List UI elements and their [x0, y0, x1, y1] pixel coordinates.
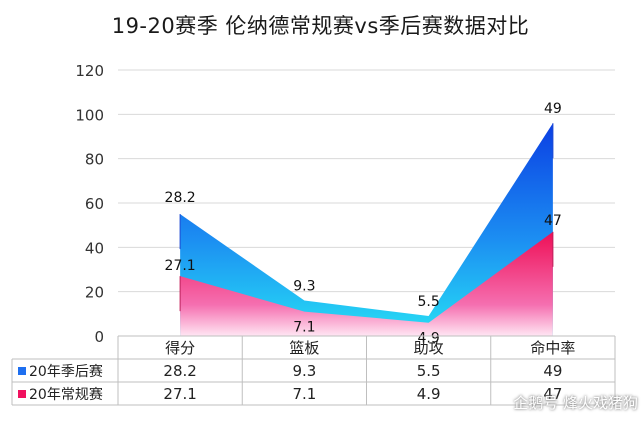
- y-tick-label: 100: [75, 106, 104, 124]
- table-cell-value: 5.5: [417, 362, 441, 380]
- y-tick-label: 40: [85, 239, 104, 257]
- data-labels: 28.2 9.3 5.5 49 27.1 7.1 4.9 47: [165, 101, 562, 347]
- y-tick-label: 80: [85, 151, 104, 169]
- legend-series-name: 20年常规赛: [29, 387, 103, 403]
- y-tick-label: 120: [75, 62, 104, 80]
- data-table: 得分 篮板 助攻 命中率 20年季后赛 28.2 9.3 5.5 49 20年常规赛 27.1 7.1…: [11, 335, 616, 406]
- data-label: 5.5: [417, 294, 439, 310]
- x-category-label: 篮板: [289, 339, 319, 357]
- table-cell-value: 9.3: [292, 362, 316, 380]
- data-label: 28.2: [165, 190, 196, 206]
- x-category-label: 得分: [165, 339, 195, 357]
- table-cell-value: 4.9: [417, 385, 441, 403]
- x-category-label: 命中率: [530, 339, 575, 357]
- table-cell-value: 7.1: [292, 385, 316, 403]
- y-tick-label: 0: [94, 328, 104, 346]
- y-axis: 0 20 40 60 80 100 120: [75, 62, 104, 346]
- table-cell-value: 47: [543, 385, 562, 403]
- data-label: 47: [544, 213, 562, 229]
- x-category-label: 助攻: [414, 339, 444, 357]
- legend-series-name: 20年季后赛: [29, 364, 103, 380]
- data-label: 49: [544, 101, 562, 117]
- data-label: 9.3: [293, 279, 315, 295]
- legend-key: [18, 367, 26, 375]
- chart-title: 19-20赛季 伦纳德常规赛vs季后赛数据对比: [111, 14, 530, 38]
- watermark-text: 企鹅号 烽火戏猪狗: [513, 394, 638, 412]
- area-series-1: [180, 123, 553, 336]
- y-tick-label: 20: [85, 284, 104, 302]
- table-cell-value: 27.1: [163, 385, 196, 403]
- table-cell-value: 28.2: [163, 362, 196, 380]
- data-label: 27.1: [165, 258, 196, 274]
- data-label: 4.9: [417, 331, 439, 347]
- y-tick-label: 60: [85, 195, 104, 213]
- legend-key: [18, 390, 26, 398]
- plot-areas: [179, 123, 554, 336]
- area-series-2: [180, 231, 553, 336]
- table-cell-value: 49: [543, 362, 562, 380]
- data-label: 7.1: [293, 320, 315, 336]
